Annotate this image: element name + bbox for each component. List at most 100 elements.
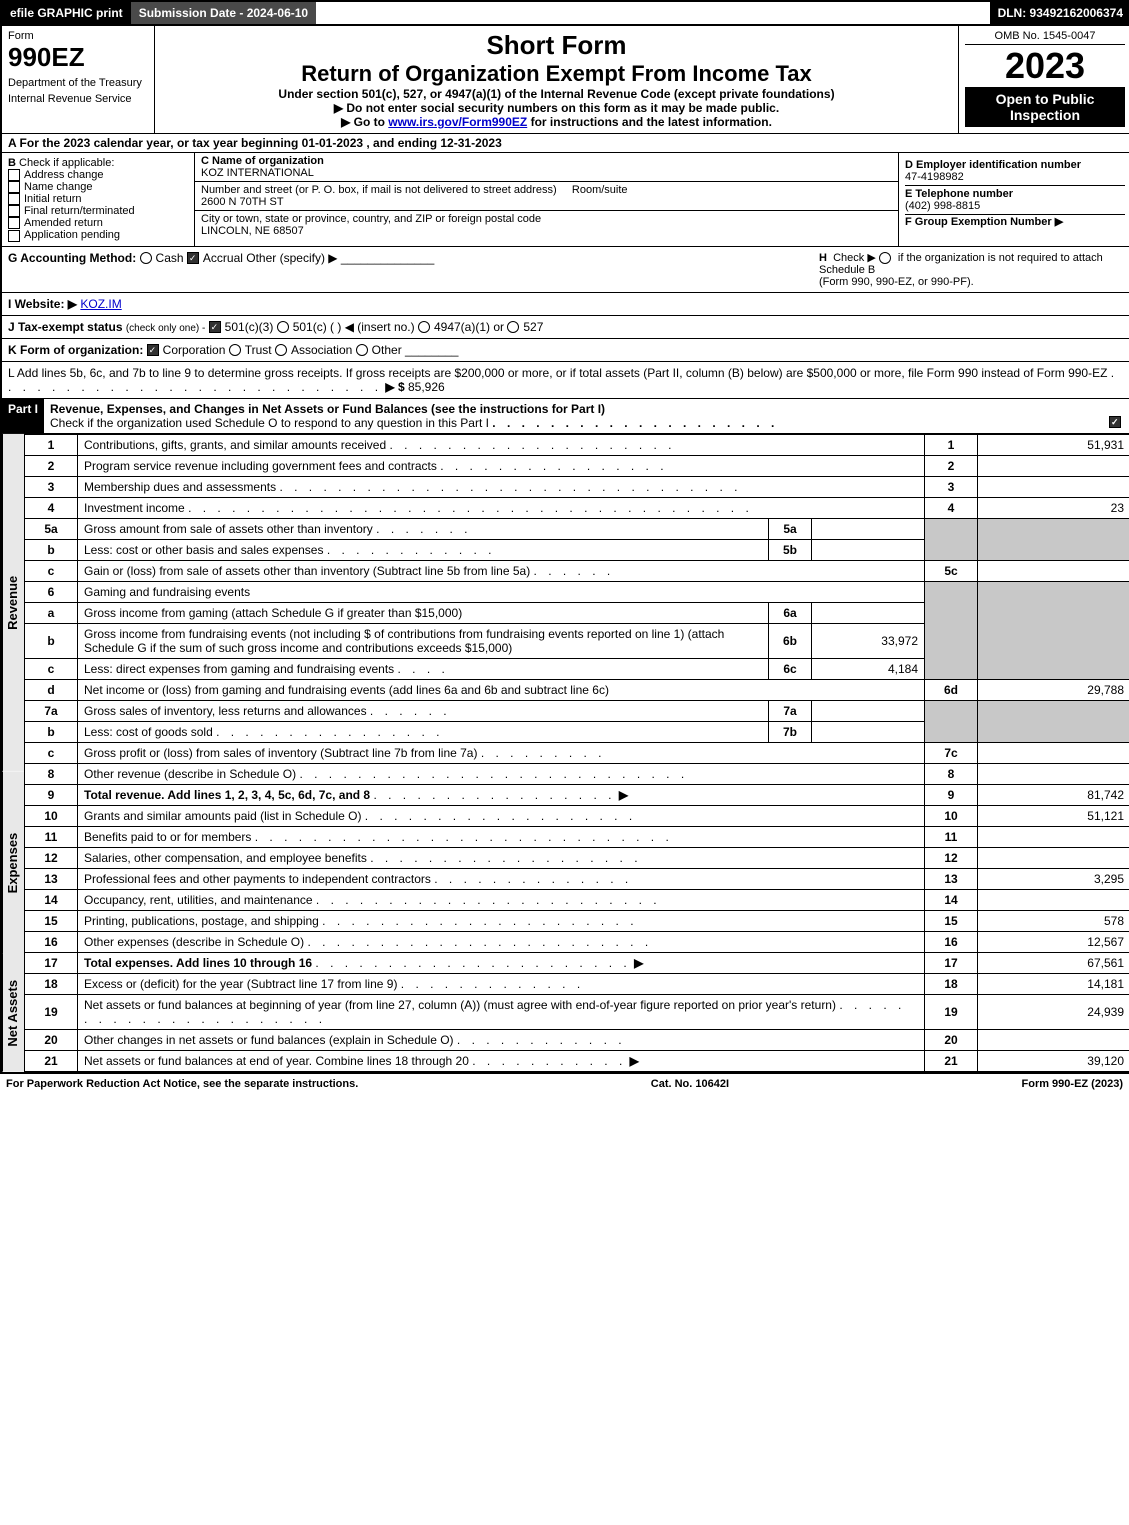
checkbox-final-return[interactable] bbox=[8, 205, 20, 217]
table-row: 4 Investment income . . . . . . . . . . … bbox=[25, 497, 1129, 518]
j-opt4: 527 bbox=[523, 320, 543, 334]
line-val bbox=[978, 455, 1129, 476]
line-num: 11 bbox=[25, 826, 78, 847]
h-label: H bbox=[819, 252, 827, 264]
footer-center: Cat. No. 10642I bbox=[651, 1078, 729, 1090]
checkbox-application-pending[interactable] bbox=[8, 230, 20, 242]
line-num: c bbox=[25, 742, 78, 763]
line-desc: Total expenses. Add lines 10 through 16 … bbox=[78, 952, 925, 973]
website-link[interactable]: KOZ.IM bbox=[80, 297, 121, 311]
irs-link[interactable]: www.irs.gov/Form990EZ bbox=[388, 115, 527, 129]
g-block: G Accounting Method: Cash Accrual Other … bbox=[8, 251, 434, 288]
line-num: 4 bbox=[25, 497, 78, 518]
j-opt2: 501(c) ( ) ◀ (insert no.) bbox=[293, 320, 415, 334]
checkbox-amended-return[interactable] bbox=[8, 217, 20, 229]
line-rn: 19 bbox=[925, 994, 978, 1029]
side-expenses: Expenses bbox=[2, 771, 24, 954]
line-val bbox=[978, 826, 1129, 847]
radio-other-org[interactable] bbox=[356, 344, 368, 356]
j-opt3: 4947(a)(1) or bbox=[434, 320, 504, 334]
checkbox-schedule-o[interactable] bbox=[1109, 416, 1121, 428]
line-num: 13 bbox=[25, 868, 78, 889]
line-val: 67,561 bbox=[978, 952, 1129, 973]
sub-val bbox=[812, 602, 925, 623]
g-other: Other (specify) ▶ bbox=[246, 251, 337, 265]
table-row: 11 Benefits paid to or for members . . .… bbox=[25, 826, 1129, 847]
top-spacer bbox=[316, 2, 989, 24]
l6c-desc: Less: direct expenses from gaming and fu… bbox=[84, 662, 394, 676]
city-value: LINCOLN, NE 68507 bbox=[201, 225, 304, 237]
line-num: 18 bbox=[25, 973, 78, 994]
j-note: (check only one) - bbox=[126, 323, 205, 334]
section-a: A For the 2023 calendar year, or tax yea… bbox=[2, 134, 1129, 153]
footer-right: Form 990-EZ (2023) bbox=[1022, 1078, 1123, 1090]
table-row: 6 Gaming and fundraising events bbox=[25, 581, 1129, 602]
line-desc: Less: direct expenses from gaming and fu… bbox=[78, 658, 769, 679]
c-block: C Name of organization KOZ INTERNATIONAL bbox=[195, 153, 898, 182]
line-desc: Printing, publications, postage, and shi… bbox=[78, 910, 925, 931]
l2-desc: Program service revenue including govern… bbox=[84, 459, 437, 473]
radio-association[interactable] bbox=[275, 344, 287, 356]
d-label: D Employer identification number bbox=[905, 159, 1081, 171]
line-desc: Grants and similar amounts paid (list in… bbox=[78, 805, 925, 826]
line-num: 2 bbox=[25, 455, 78, 476]
checkbox-corporation[interactable] bbox=[147, 344, 159, 356]
top-bar: efile GRAPHIC print Submission Date - 20… bbox=[2, 2, 1129, 26]
line-desc: Professional fees and other payments to … bbox=[78, 868, 925, 889]
part1-label: Part I bbox=[2, 399, 44, 433]
l7a-desc: Gross sales of inventory, less returns a… bbox=[84, 704, 367, 718]
j-label: J Tax-exempt status bbox=[8, 320, 123, 334]
d-block: D Employer identification number 47-4198… bbox=[905, 157, 1125, 186]
e-label: E Telephone number bbox=[905, 188, 1013, 200]
checkbox-initial-return[interactable] bbox=[8, 193, 20, 205]
page-footer: For Paperwork Reduction Act Notice, see … bbox=[0, 1074, 1129, 1094]
l10-desc: Grants and similar amounts paid (list in… bbox=[84, 809, 361, 823]
radio-h[interactable] bbox=[879, 252, 891, 264]
table-row: 17 Total expenses. Add lines 10 through … bbox=[25, 952, 1129, 973]
line-desc: Other revenue (describe in Schedule O) .… bbox=[78, 763, 925, 784]
sub-num: 7a bbox=[769, 700, 812, 721]
line-rn: 14 bbox=[925, 889, 978, 910]
table-row: c Gross profit or (loss) from sales of i… bbox=[25, 742, 1129, 763]
sub-val bbox=[812, 539, 925, 560]
checkbox-address-change[interactable] bbox=[8, 169, 20, 181]
table-row: 12 Salaries, other compensation, and emp… bbox=[25, 847, 1129, 868]
line-val bbox=[978, 560, 1129, 581]
gray-cell bbox=[978, 700, 1129, 742]
line-num: 20 bbox=[25, 1029, 78, 1050]
line-desc: Other changes in net assets or fund bala… bbox=[78, 1029, 925, 1050]
dln: DLN: 93492162006374 bbox=[990, 2, 1129, 24]
line-rn: 1 bbox=[925, 434, 978, 455]
radio-4947[interactable] bbox=[418, 321, 430, 333]
line-rn: 8 bbox=[925, 763, 978, 784]
table-row: 18 Excess or (deficit) for the year (Sub… bbox=[25, 973, 1129, 994]
k-row: K Form of organization: Corporation Trus… bbox=[2, 339, 1129, 362]
line-val: 51,121 bbox=[978, 805, 1129, 826]
checkbox-501c3[interactable] bbox=[209, 321, 221, 333]
radio-trust[interactable] bbox=[229, 344, 241, 356]
side-netassets: Net Assets bbox=[2, 954, 24, 1072]
l9-arrow: ▶ bbox=[619, 788, 628, 802]
radio-501c[interactable] bbox=[277, 321, 289, 333]
line-num: b bbox=[25, 623, 78, 658]
radio-cash[interactable] bbox=[140, 252, 152, 264]
l8-desc: Other revenue (describe in Schedule O) bbox=[84, 767, 296, 781]
subtitle: Under section 501(c), 527, or 4947(a)(1)… bbox=[161, 87, 952, 101]
line-num: 14 bbox=[25, 889, 78, 910]
sub-val bbox=[812, 518, 925, 539]
b-label: B bbox=[8, 157, 16, 169]
table-row: 9 Total revenue. Add lines 1, 2, 3, 4, 5… bbox=[25, 784, 1129, 805]
org-name: KOZ INTERNATIONAL bbox=[201, 167, 314, 179]
radio-527[interactable] bbox=[507, 321, 519, 333]
k-opt1: Corporation bbox=[163, 343, 226, 357]
checkbox-name-change[interactable] bbox=[8, 181, 20, 193]
checkbox-accrual[interactable] bbox=[187, 252, 199, 264]
b-item-4: Amended return bbox=[24, 217, 103, 229]
f-block: F Group Exemption Number ▶ bbox=[905, 215, 1125, 228]
line-desc: Gain or (loss) from sale of assets other… bbox=[78, 560, 925, 581]
submission-date: Submission Date - 2024-06-10 bbox=[131, 2, 316, 24]
line-desc: Net assets or fund balances at end of ye… bbox=[78, 1050, 925, 1071]
line-num: b bbox=[25, 721, 78, 742]
table-row: 16 Other expenses (describe in Schedule … bbox=[25, 931, 1129, 952]
sub-num: 6a bbox=[769, 602, 812, 623]
